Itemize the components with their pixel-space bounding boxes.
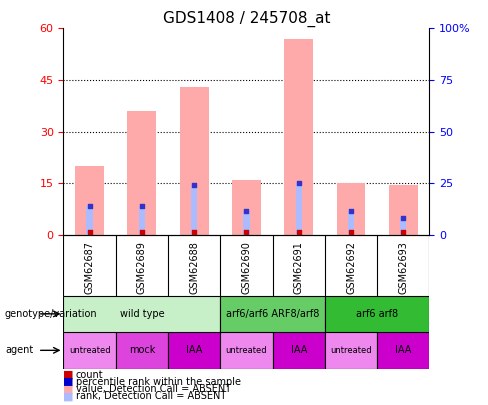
Bar bbox=[296, 183, 302, 235]
Point bbox=[86, 202, 94, 209]
Text: GSM62687: GSM62687 bbox=[84, 241, 95, 294]
Bar bbox=[337, 183, 366, 235]
Text: value, Detection Call = ABSENT: value, Detection Call = ABSENT bbox=[76, 384, 231, 394]
Bar bbox=[127, 111, 156, 235]
Point bbox=[190, 182, 198, 188]
Text: ■: ■ bbox=[63, 377, 74, 387]
Text: IAA: IAA bbox=[290, 345, 307, 355]
Text: percentile rank within the sample: percentile rank within the sample bbox=[76, 377, 241, 387]
Point bbox=[347, 207, 355, 214]
Bar bbox=[389, 185, 418, 235]
Text: GSM62689: GSM62689 bbox=[137, 241, 147, 294]
Point bbox=[190, 229, 198, 235]
Text: IAA: IAA bbox=[186, 345, 203, 355]
Point bbox=[399, 215, 407, 221]
Point bbox=[295, 229, 303, 235]
Bar bbox=[220, 332, 273, 369]
Bar bbox=[86, 206, 93, 235]
Bar bbox=[63, 296, 220, 332]
Bar bbox=[325, 332, 377, 369]
Point bbox=[243, 229, 250, 235]
Text: ■: ■ bbox=[63, 370, 74, 379]
Bar bbox=[139, 206, 145, 235]
Text: arf6/arf6 ARF8/arf8: arf6/arf6 ARF8/arf8 bbox=[226, 309, 319, 319]
Bar bbox=[325, 296, 429, 332]
Point bbox=[243, 207, 250, 214]
Text: IAA: IAA bbox=[395, 345, 411, 355]
Point bbox=[347, 229, 355, 235]
Bar bbox=[116, 332, 168, 369]
Text: ■: ■ bbox=[63, 392, 74, 401]
Text: agent: agent bbox=[5, 345, 33, 355]
Bar bbox=[75, 166, 104, 235]
Text: count: count bbox=[76, 370, 103, 379]
Text: GSM62691: GSM62691 bbox=[294, 241, 304, 294]
Text: rank, Detection Call = ABSENT: rank, Detection Call = ABSENT bbox=[76, 392, 226, 401]
Text: GSM62688: GSM62688 bbox=[189, 241, 199, 294]
Point bbox=[295, 180, 303, 186]
Text: wild type: wild type bbox=[120, 309, 164, 319]
Bar bbox=[232, 180, 261, 235]
Bar bbox=[400, 218, 407, 235]
Bar bbox=[180, 87, 208, 235]
Bar bbox=[191, 185, 197, 235]
Text: GSM62690: GSM62690 bbox=[242, 241, 251, 294]
Point bbox=[138, 202, 146, 209]
Text: untreated: untreated bbox=[225, 346, 267, 355]
Bar bbox=[348, 211, 354, 235]
Text: ■: ■ bbox=[63, 384, 74, 394]
Point bbox=[86, 229, 94, 235]
Bar bbox=[168, 332, 220, 369]
Text: arf6 arf8: arf6 arf8 bbox=[356, 309, 398, 319]
Bar bbox=[63, 332, 116, 369]
Text: untreated: untreated bbox=[330, 346, 372, 355]
Bar bbox=[273, 332, 325, 369]
Text: GSM62693: GSM62693 bbox=[398, 241, 408, 294]
Bar bbox=[244, 211, 249, 235]
Text: genotype/variation: genotype/variation bbox=[5, 309, 98, 319]
Point bbox=[399, 229, 407, 235]
Text: untreated: untreated bbox=[69, 346, 110, 355]
Title: GDS1408 / 245708_at: GDS1408 / 245708_at bbox=[163, 11, 330, 27]
Bar bbox=[377, 332, 429, 369]
Bar bbox=[220, 296, 325, 332]
Bar bbox=[285, 39, 313, 235]
Text: GSM62692: GSM62692 bbox=[346, 241, 356, 294]
Text: mock: mock bbox=[129, 345, 155, 355]
Point bbox=[138, 229, 146, 235]
